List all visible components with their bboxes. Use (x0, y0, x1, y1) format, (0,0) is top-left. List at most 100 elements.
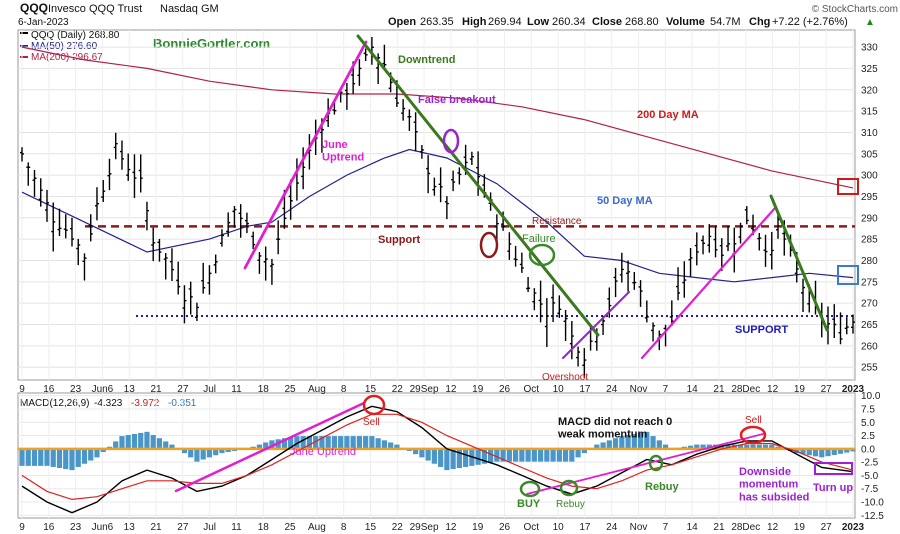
price-x-tick: 8 (341, 384, 347, 395)
macd-histogram-bar (537, 448, 544, 462)
macd-histogram-bar (531, 448, 537, 462)
macd-histogram-bar (706, 444, 712, 449)
price-y-tick: 290 (861, 213, 878, 224)
macd-histogram-bar (50, 448, 56, 467)
annotation-failure: Failure (522, 233, 556, 245)
macd-x-tick: 26 (499, 522, 511, 533)
ohlc-bar (438, 167, 443, 203)
price-x-tick: 22 (392, 384, 404, 395)
ohlc-bar (401, 99, 406, 121)
macd-y-tick: -7.5 (861, 484, 879, 495)
macd-histogram-bar (750, 444, 756, 449)
macd-x-tick: 19 (472, 522, 484, 533)
ohlc-bar (57, 208, 62, 237)
macd-histogram-bar (600, 442, 606, 449)
price-x-tick: 16 (43, 384, 55, 395)
macd-histogram-bar (769, 444, 775, 449)
ohlc-bar (426, 155, 431, 194)
ma200-box (837, 178, 859, 195)
price-x-tick: 25 (285, 384, 297, 395)
macd-histogram-bar (44, 448, 50, 466)
macd-x-tick: 16 (43, 522, 55, 533)
macd-x-tick: Jul (203, 522, 216, 533)
macd-x-tick: 11 (231, 522, 242, 533)
macd-histogram-bar (800, 448, 806, 455)
price-y-tick: 280 (861, 256, 878, 267)
macd-legend-label: MACD(12,26,9) (20, 398, 89, 409)
macd-histogram-bar (119, 436, 125, 449)
ohlc-bar (257, 252, 262, 274)
macd-histogram-bar (644, 431, 650, 449)
price-x-tick: 12 (767, 384, 779, 395)
macd-histogram-bar (206, 448, 213, 458)
ohlc-bar (94, 187, 99, 221)
ohlc-high-label: High (462, 16, 487, 28)
macd-histogram-bar (562, 448, 569, 462)
ohlc-bar (26, 162, 31, 186)
macd-histogram-bar (56, 448, 63, 468)
macd-histogram-bar (281, 438, 288, 449)
annotation-turn-up: Turn up (813, 482, 853, 494)
annotation-support: Support (378, 234, 420, 246)
price-y-tick: 285 (861, 235, 878, 246)
price-y-tick: 320 (861, 85, 878, 96)
macd-histogram-bar (113, 441, 119, 449)
macd-histogram-bar (431, 448, 437, 464)
ohlc-bar (557, 295, 562, 318)
ohlc-bar (419, 145, 424, 159)
ohlc-bar (69, 217, 74, 247)
legend-price-swatch (20, 32, 28, 34)
ohlc-bar (726, 226, 731, 252)
annotation-200-day-ma: 200 Day MA (637, 109, 699, 121)
macd-panel-border (17, 392, 856, 519)
ohlc-chg-value: +7.22 (+2.76%) (772, 16, 848, 28)
macd-histogram-bar (25, 448, 31, 466)
ohlc-bar (738, 222, 743, 244)
ohlc-bar (526, 276, 531, 292)
macd-histogram-bar (444, 448, 450, 471)
ohlc-bar (413, 112, 418, 152)
ohlc-bar (644, 300, 649, 323)
macd-histogram-bar (631, 433, 637, 449)
price-x-tick: 13 (124, 384, 136, 395)
ohlc-bar (551, 284, 556, 322)
ohlc-low-label: Low (527, 16, 549, 28)
price-y-tick: 305 (861, 149, 878, 160)
macd-histogram-bar (388, 442, 394, 449)
ohlc-bar (188, 281, 193, 315)
macd-rebuy-line (526, 433, 764, 495)
ohlc-bar (744, 206, 749, 225)
macd-histogram-bar (38, 448, 44, 466)
price-x-tick: 21 (150, 384, 162, 395)
macd-histogram-bar (569, 448, 575, 462)
watermark: © StockCharts.com (812, 4, 898, 15)
ohlc-bar (651, 322, 656, 342)
price-y-tick: 300 (861, 171, 878, 182)
macd-histogram-bar (350, 436, 356, 449)
macd-y-tick: -5.0 (861, 471, 879, 482)
ohlc-bar (276, 220, 281, 255)
macd-line (21, 405, 854, 514)
macd-histogram-bar (81, 448, 88, 464)
ohlc-bar (719, 238, 724, 272)
macd-histogram-bar (806, 448, 812, 456)
macd-histogram-bar (394, 444, 400, 449)
annotation-downtrend: Downtrend (398, 54, 455, 66)
macd-histogram-bar (756, 444, 762, 449)
ohlc-volume-value: 54.7M (710, 16, 741, 28)
ohlc-close-value: 268.80 (625, 16, 659, 28)
ohlc-bar (582, 348, 587, 378)
ohlc-bar (469, 151, 474, 165)
macd-histogram-bar (819, 448, 825, 458)
macd-y-tick: 2.5 (861, 431, 875, 442)
ohlc-bar (126, 153, 131, 181)
ohlc-bar (701, 235, 706, 255)
ohlc-bar (638, 280, 643, 307)
macd-histogram-bar (63, 448, 69, 470)
macd-histogram-bar (762, 444, 769, 449)
macd-histogram-bar (575, 448, 581, 458)
macd-histogram-bar (156, 438, 163, 449)
ohlc-bar (226, 212, 231, 237)
macd-x-tick: 25 (285, 522, 297, 533)
